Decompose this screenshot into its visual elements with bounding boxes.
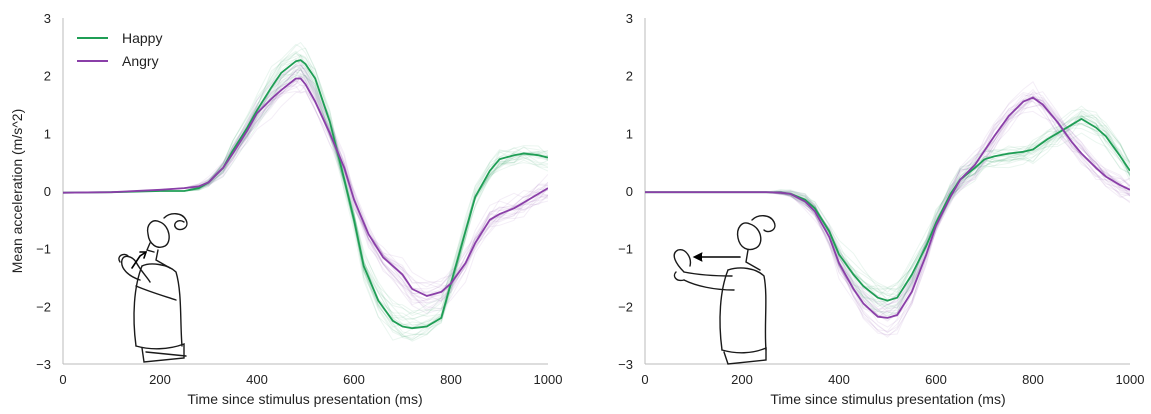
trace-happy (645, 115, 1130, 300)
trace-angry (645, 91, 1130, 318)
x-tick-label: 400 (246, 372, 268, 387)
x-tick-label: 200 (149, 372, 171, 387)
trace-angry (63, 66, 548, 294)
x-tick-label: 200 (731, 372, 753, 387)
y-tick-label: 2 (44, 69, 51, 84)
x-tick-label: 800 (1022, 372, 1044, 387)
trace-angry (63, 60, 548, 306)
person-gesture-sketch-toward (118, 213, 188, 363)
y-tick-label: −2 (618, 299, 633, 314)
trace-happy (645, 115, 1130, 302)
trace-angry (63, 64, 548, 302)
x-tick-labels: 0 200 400 600 800 1000 (59, 372, 562, 387)
y-tick-label: 0 (44, 184, 51, 199)
trace-angry (63, 79, 548, 310)
trace-angry (645, 110, 1130, 318)
x-tick-label: 600 (925, 372, 947, 387)
trace-happy (645, 127, 1130, 309)
y-tick-label: −1 (36, 242, 51, 257)
y-tick-label: 2 (626, 69, 633, 84)
individual-traces (645, 81, 1130, 338)
trace-angry (645, 103, 1130, 306)
trace-angry (63, 59, 548, 310)
x-tick-label: 400 (828, 372, 850, 387)
x-axis-label: Time since stimulus presentation (ms) (187, 391, 422, 407)
trace-happy (645, 118, 1130, 309)
x-tick-labels: 0 200 400 600 800 1000 (641, 372, 1144, 387)
x-tick-label: 1000 (534, 372, 563, 387)
trace-angry (63, 85, 548, 286)
trace-happy (645, 123, 1130, 289)
panel-right: 0 200 400 600 800 1000 3 2 1 0 −1 −2 −3 Time since … (618, 11, 1144, 407)
y-axis-label: Mean acceleration (m/s^2) (9, 109, 25, 274)
y-tick-label: −1 (618, 242, 633, 257)
mean-lines (645, 96, 1130, 319)
trace-happy (645, 115, 1130, 296)
trace-angry (63, 69, 548, 304)
y-tick-label: −3 (36, 357, 51, 372)
trace-happy (645, 115, 1130, 291)
x-tick-label: 0 (641, 372, 648, 387)
trace-happy (645, 110, 1130, 315)
trace-angry (63, 72, 548, 293)
trace-happy (645, 124, 1130, 300)
trace-angry (63, 78, 548, 288)
trace-angry (645, 100, 1130, 338)
y-tick-labels: 3 2 1 0 −1 −2 −3 (618, 11, 633, 372)
trace-happy (645, 122, 1130, 308)
y-tick-label: 3 (626, 11, 633, 26)
trace-happy (63, 54, 548, 341)
y-tick-label: 3 (44, 11, 51, 26)
x-tick-label: 0 (59, 372, 66, 387)
panel-left: 0 200 400 600 800 1000 3 2 1 0 −1 −2 −3 Time since … (9, 11, 562, 407)
person-gesture-sketch-away (673, 215, 776, 365)
x-tick-label: 800 (440, 372, 462, 387)
y-tick-label: −2 (36, 299, 51, 314)
x-tick-label: 600 (343, 372, 365, 387)
y-tick-label: −3 (618, 357, 633, 372)
trace-happy (645, 114, 1130, 317)
trace-happy (63, 68, 548, 315)
trace-angry (645, 95, 1130, 334)
trace-angry (63, 63, 548, 304)
y-tick-labels: 3 2 1 0 −1 −2 −3 (36, 11, 51, 372)
trace-angry (63, 76, 548, 290)
trace-happy (63, 64, 548, 320)
y-tick-label: 1 (626, 126, 633, 141)
y-tick-label: 1 (44, 126, 51, 141)
legend-label-angry: Angry (122, 53, 159, 69)
x-tick-label: 1000 (1116, 372, 1145, 387)
series-line-angry (63, 77, 548, 297)
trace-happy (645, 123, 1130, 289)
x-axis-label: Time since stimulus presentation (ms) (770, 391, 1005, 407)
trace-angry (63, 63, 548, 295)
trace-happy (645, 113, 1130, 303)
trace-angry (63, 67, 548, 300)
y-tick-label: 0 (626, 184, 633, 199)
series-line-angry (645, 96, 1130, 319)
legend: Happy Angry (77, 30, 162, 69)
mean-lines (63, 59, 548, 330)
legend-label-happy: Happy (122, 30, 162, 46)
trace-happy (645, 122, 1130, 298)
trace-happy (645, 132, 1130, 290)
